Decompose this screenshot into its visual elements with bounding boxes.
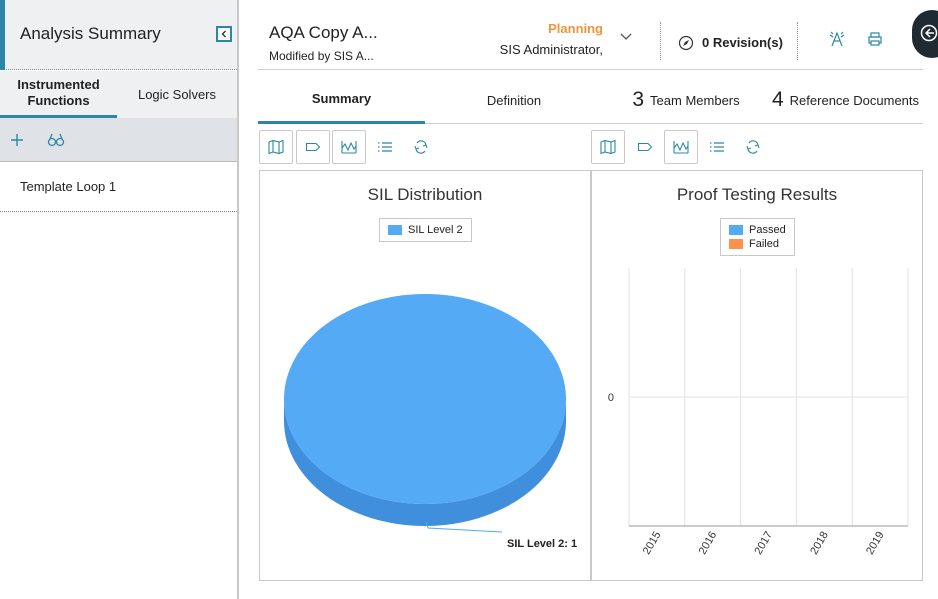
left-panel-title: Analysis Summary (20, 24, 161, 43)
x-tick-label: 2018 (808, 530, 831, 557)
record-header: AQA Copy A... Modified by SIS A... Plann… (258, 0, 923, 70)
legend-item-failed[interactable]: Failed (729, 237, 786, 251)
legend-swatch (388, 225, 402, 235)
tab-reference-documents[interactable]: 4 Reference Documents (763, 76, 928, 124)
map-icon (600, 139, 616, 155)
tab-definition[interactable]: Definition (431, 76, 597, 124)
pie-chart: SIL Level 2: 1 (284, 294, 577, 550)
map-button[interactable] (591, 130, 625, 164)
map-button[interactable] (259, 130, 293, 164)
chart-toolbar-right (591, 130, 791, 164)
left-panel-tabs: Instrumented Functions Logic Solvers (0, 71, 237, 118)
legend-label: Failed (749, 238, 779, 250)
sidebar-toggle-icon (920, 24, 938, 42)
state-user: SIS Administrator, (499, 42, 603, 57)
chevron-down-icon[interactable] (619, 31, 633, 43)
pie-slice[interactable] (284, 294, 566, 504)
pie-data-label: SIL Level 2: 1 (507, 538, 577, 550)
chevron-left-icon (221, 30, 226, 38)
x-tick-label: 2019 (864, 530, 887, 557)
collapse-panel-button[interactable] (216, 26, 232, 42)
legend-label: Passed (749, 224, 786, 236)
record-tabs: Summary Definition 3 Team Members 4 Refe… (258, 76, 923, 124)
tab-team-members[interactable]: 3 Team Members (603, 76, 769, 124)
tag-icon (305, 142, 321, 152)
header-divider (660, 22, 661, 60)
chart-grid (628, 268, 909, 527)
chart-title: SIL Distribution (367, 185, 483, 204)
binoculars-icon[interactable] (46, 130, 66, 150)
tower-icon[interactable] (828, 30, 846, 48)
list-icon (378, 142, 392, 152)
tab-logic-solvers[interactable]: Logic Solvers (117, 71, 237, 118)
tab-summary-label: Summary (311, 91, 372, 106)
reference-documents-count: 4 (771, 88, 784, 111)
record-title: AQA Copy A... (269, 23, 378, 42)
list-button[interactable] (700, 130, 734, 164)
tag-icon (637, 142, 653, 152)
x-tick-label: 2017 (752, 530, 775, 557)
tab-summary[interactable]: Summary (258, 76, 425, 124)
left-panel: Analysis Summary Instrumented Functions … (0, 0, 239, 599)
print-icon[interactable] (866, 30, 884, 48)
legend-item[interactable]: SIL Level 2 (388, 223, 463, 237)
chart-button[interactable] (332, 130, 366, 164)
header-divider (797, 22, 798, 60)
chart-title: Proof Testing Results (676, 185, 838, 204)
list-button[interactable] (368, 130, 402, 164)
legend-item-passed[interactable]: Passed (729, 223, 786, 237)
tab-team-members-label: Team Members (650, 92, 740, 108)
legend-label: SIL Level 2 (408, 224, 463, 236)
revisions-link[interactable]: 0 Revision(s) (702, 35, 783, 50)
chart-toolbar-left (259, 130, 459, 164)
tab-instrumented-functions-line2: Functions (27, 93, 90, 108)
chart-icon (341, 141, 357, 154)
data-label-leader (425, 521, 503, 533)
tab-instrumented-functions-line1: Instrumented (17, 77, 100, 92)
team-members-count: 3 (632, 88, 645, 111)
proof-testing-panel: Proof Testing Results Passed Failed 2015… (591, 170, 923, 581)
map-icon (268, 139, 284, 155)
compass-icon (678, 35, 694, 51)
tab-logic-solvers-label: Logic Solvers (137, 86, 217, 102)
refresh-button[interactable] (404, 130, 438, 164)
bar-chart: 2015 2016 2017 2018 2019 0 (608, 268, 909, 557)
tab-reference-documents-label: Reference Documents (789, 92, 920, 108)
legend-swatch (729, 239, 743, 249)
left-panel-toolbar (0, 118, 237, 162)
sil-distribution-panel: SIL Distribution SIL Level 2 SIL Level 2… (259, 170, 591, 581)
chart-legend: SIL Level 2 (379, 218, 472, 242)
tag-button[interactable] (296, 130, 330, 164)
chart-button[interactable] (664, 130, 698, 164)
y-tick-label: 0 (608, 392, 614, 404)
tab-instrumented-functions[interactable]: Instrumented Functions (0, 71, 117, 118)
tag-button[interactable] (628, 130, 662, 164)
pie-slice-side (284, 399, 566, 526)
sidebar-toggle-button[interactable] (912, 10, 938, 58)
legend-swatch (729, 225, 743, 235)
left-panel-header: Analysis Summary (0, 0, 237, 70)
state-label[interactable]: Planning (548, 21, 603, 36)
refresh-button[interactable] (736, 130, 770, 164)
chart-legend: Passed Failed (720, 218, 795, 256)
list-item-template-loop[interactable]: Template Loop 1 (0, 163, 237, 212)
plus-icon[interactable] (7, 130, 27, 150)
accent-bar (0, 0, 5, 70)
refresh-icon (746, 140, 760, 154)
chart-icon (673, 141, 689, 154)
x-tick-label: 2016 (697, 530, 720, 557)
refresh-icon (414, 140, 428, 154)
x-axis-labels: 2015 2016 2017 2018 2019 (641, 530, 887, 557)
tab-definition-label: Definition (486, 92, 542, 108)
list-item-label: Template Loop 1 (20, 179, 117, 194)
x-tick-label: 2015 (641, 530, 664, 557)
record-subtitle: Modified by SIS A... (269, 49, 374, 63)
list-icon (710, 142, 724, 152)
